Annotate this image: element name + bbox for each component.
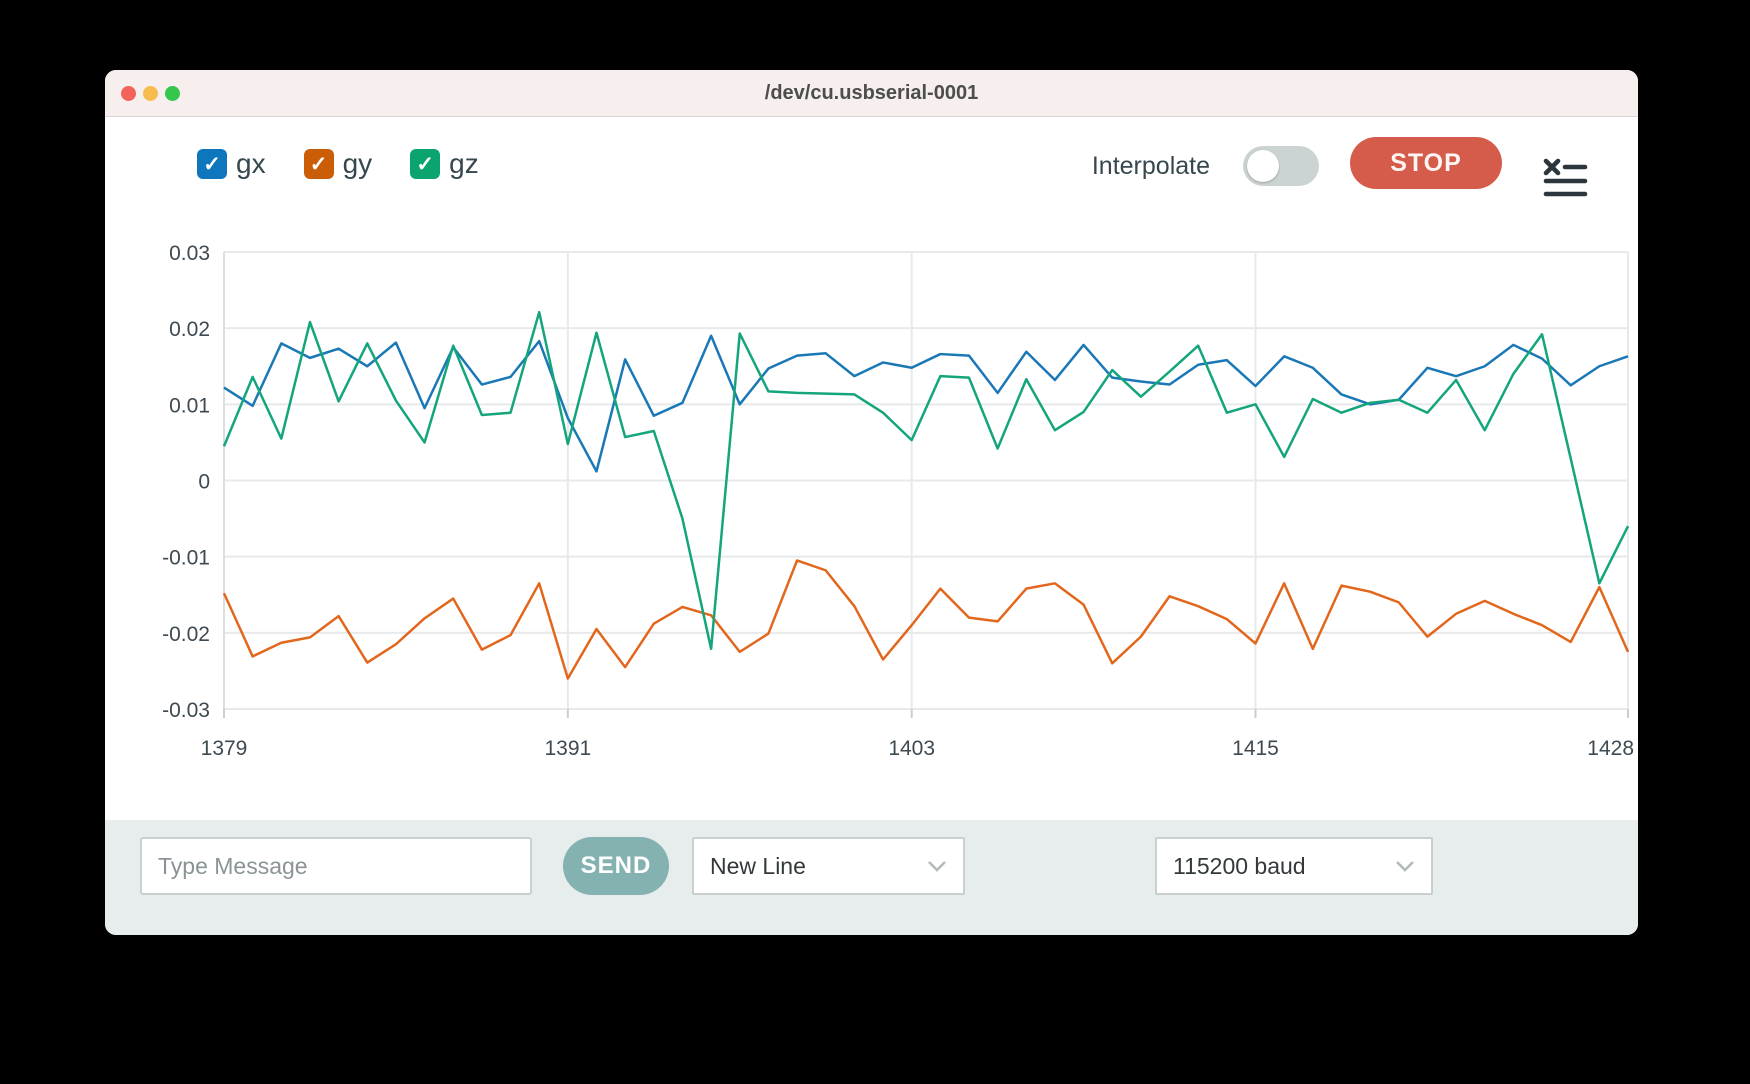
chevron-down-icon [1396,861,1414,872]
x-tick-label: 1415 [1232,737,1279,760]
y-tick-label: 0.01 [169,394,210,417]
y-tick-label: -0.03 [162,699,210,722]
window-title: /dev/cu.usbserial-0001 [764,82,979,104]
line-chart: 0.03 0.02 0.01 0 -0.01 -0.02 -0.03 1379 1391 1403… [162,242,1634,760]
legend-label-gx: gx [236,148,266,179]
x-tick-label: 1428 [1587,737,1634,760]
y-tick-label: 0.03 [169,242,210,265]
legend-item-gz: ✓ gz [410,148,479,180]
y-tick-label: -0.02 [162,623,210,646]
legend-label-gy: gy [342,148,373,179]
line-ending-value: New Line [710,852,806,879]
y-tick-label: 0 [198,471,210,494]
baud-rate-select[interactable]: 115200 baud [1155,837,1433,895]
message-input[interactable] [140,837,532,895]
series-line-gz [222,310,1630,651]
send-button[interactable]: SEND [563,837,669,895]
legend-checkbox-gx[interactable]: ✓ [197,149,227,179]
legend-checkbox-gz[interactable]: ✓ [410,149,441,179]
title-bar: /dev/cu.usbserial-0001 [105,70,1638,117]
stop-button[interactable]: STOP [1350,137,1502,189]
y-tick-label: 0.02 [169,318,210,341]
line-ending-select[interactable]: New Line [692,837,965,895]
x-tick-label: 1403 [888,737,935,760]
y-tick-label: -0.01 [162,547,210,570]
minimize-button-icon[interactable] [143,86,158,101]
toggle-knob [1247,150,1279,182]
bottom-bar: SEND New Line 115200 baud [105,820,1638,935]
interpolate-label: Interpolate [1091,152,1210,180]
app-window: /dev/cu.usbserial-0001 ✓ gx ✓ gy ✓ gz Interpo… [105,70,1638,935]
series-legend: ✓ gx ✓ gy ✓ gz [197,148,479,180]
series-line-gy [222,559,1630,680]
close-button-icon[interactable] [121,86,136,101]
legend-label-gz: gz [449,148,479,179]
x-tick-label: 1391 [544,737,591,760]
x-tick-label: 1379 [201,737,248,760]
chevron-down-icon [928,861,946,872]
zoom-button-icon[interactable] [165,86,180,101]
baud-rate-value: 115200 baud [1173,852,1306,879]
legend-item-gy: ✓ gy [303,148,373,180]
interpolate-toggle[interactable] [1243,146,1319,186]
legend-item-gx: ✓ gx [197,148,266,180]
clear-list-icon[interactable] [1542,156,1588,200]
legend-checkbox-gy[interactable]: ✓ [303,149,334,179]
chart-area: 0.03 0.02 0.01 0 -0.01 -0.02 -0.03 1379 1391 1403… [105,230,1638,815]
